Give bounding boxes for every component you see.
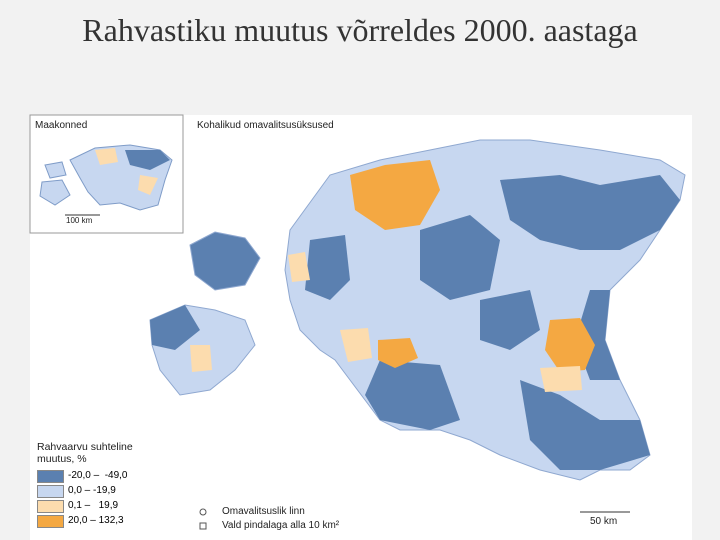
symbol-label: Omavalitsuslik linn: [222, 506, 305, 517]
region-slight-growth: [190, 345, 212, 372]
inset-region: [95, 148, 118, 165]
scale-label: 50 km: [590, 516, 618, 527]
region-slight-growth: [288, 252, 310, 282]
inset-title: Maakonned: [35, 120, 88, 131]
title: Rahvastiku muutus võrreldes 2000. aastag…: [82, 12, 638, 48]
region-slight-growth: [540, 366, 582, 392]
region-growth: [378, 338, 418, 368]
region-decline: [150, 305, 200, 350]
inset-scale: 100 km: [66, 216, 93, 225]
legend-swatch: [37, 515, 64, 528]
region-growth: [545, 318, 595, 372]
legend-label: 20,0 – 132,3: [68, 515, 124, 526]
inset-island: [39, 179, 71, 206]
region-decline: [420, 215, 500, 300]
legend-swatch: [37, 470, 64, 483]
inset-region: [138, 175, 158, 195]
legend-label: 0,0 – -19,9: [68, 485, 116, 496]
region-decline: [520, 380, 650, 470]
inset-region: [125, 150, 170, 170]
legend-label: 0,1 – 19,9: [68, 500, 119, 511]
region-decline: [500, 175, 680, 250]
town-symbol: [199, 508, 207, 516]
island: [189, 231, 261, 291]
region-slight-growth: [340, 328, 372, 362]
legend-title: Rahvaarvu suhteline muutus, %: [37, 441, 133, 465]
region-decline: [305, 235, 350, 300]
region-decline: [365, 360, 460, 430]
map-title: Kohalikud omavalitsusüksused: [197, 120, 334, 131]
small-parish-symbol: [199, 522, 207, 530]
symbol-label: Vald pindalaga alla 10 km²: [222, 520, 340, 531]
legend-label: -20,0 – -49,0: [68, 470, 128, 481]
inset-island: [44, 161, 67, 179]
region-growth: [350, 160, 440, 230]
legend-swatch: [37, 500, 64, 513]
region-decline: [480, 290, 540, 350]
legend-swatch: [37, 485, 64, 498]
